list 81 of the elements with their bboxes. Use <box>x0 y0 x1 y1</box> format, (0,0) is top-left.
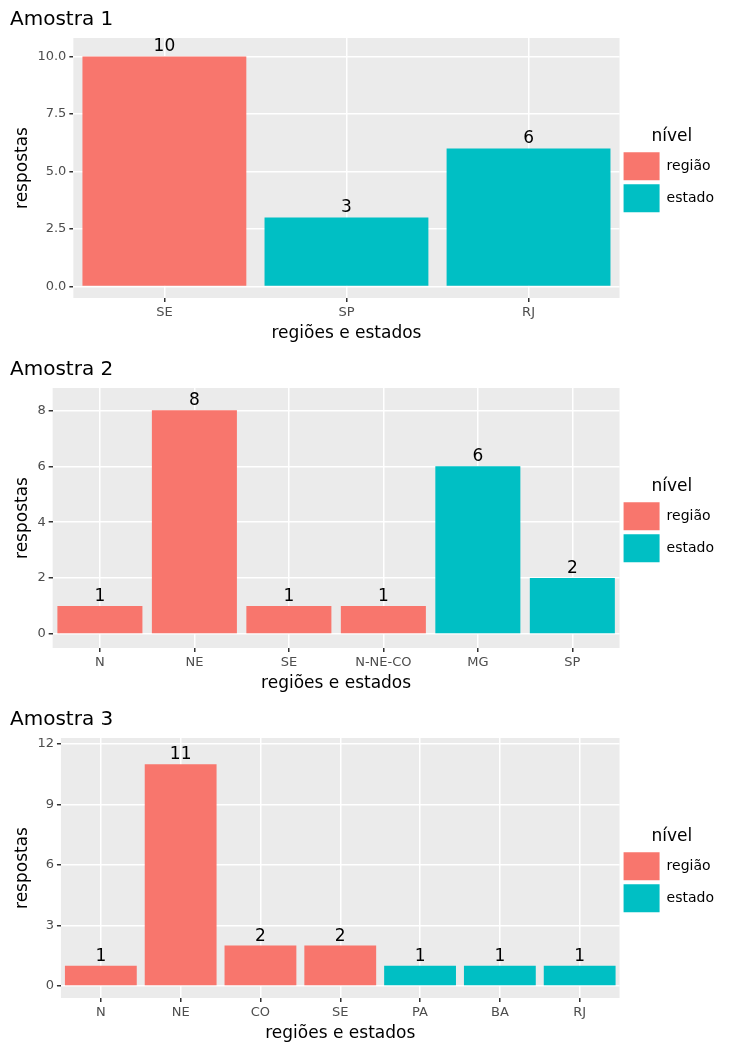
bar <box>246 606 332 634</box>
bar <box>543 965 616 986</box>
x-axis-title: regiões e estados <box>265 1022 416 1043</box>
bar <box>529 578 615 634</box>
data-label: 1 <box>95 944 107 965</box>
y-tick-label: 4 <box>37 513 46 529</box>
y-tick-label: 9 <box>45 795 54 811</box>
y-axis-title: respostas <box>10 126 31 209</box>
data-label: 6 <box>523 127 534 148</box>
data-label: 2 <box>255 924 266 945</box>
data-label: 1 <box>414 944 426 965</box>
x-axis-title: regiões e estados <box>261 672 412 693</box>
y-tick-label: 0 <box>37 625 46 641</box>
data-label: 8 <box>188 389 200 410</box>
legend-label: estado <box>666 188 715 205</box>
x-tick-label: BA <box>490 1004 509 1020</box>
data-label: 1 <box>574 944 586 965</box>
x-tick-label: SE <box>332 1004 349 1020</box>
x-tick-label: N <box>95 654 105 670</box>
x-tick-label: NE <box>185 654 204 670</box>
y-tick-label: 0 <box>45 977 54 993</box>
x-tick-label: SP <box>564 654 581 670</box>
x-tick-label: N-NE-CO <box>355 654 412 670</box>
x-tick-label: NE <box>171 1004 190 1020</box>
bar <box>446 148 611 286</box>
y-axis-title: respostas <box>10 826 31 909</box>
chart-title: Amostra 2 <box>10 356 114 381</box>
data-label: 6 <box>472 445 484 466</box>
y-tick-label: 0.0 <box>45 277 67 293</box>
legend-label: região <box>666 856 711 873</box>
x-tick-label: PA <box>412 1004 429 1020</box>
bar <box>57 606 143 634</box>
legend-label: estado <box>666 888 715 905</box>
y-tick-label: 5.0 <box>45 162 67 178</box>
x-tick-label: SP <box>338 304 355 320</box>
legend-title: nível <box>651 824 693 845</box>
y-tick-label: 12 <box>37 735 54 751</box>
data-label: 1 <box>377 584 389 605</box>
bar <box>64 965 137 986</box>
data-label: 1 <box>94 584 106 605</box>
legend-label: região <box>666 156 711 173</box>
bar <box>151 410 237 634</box>
data-label: 11 <box>169 743 192 764</box>
y-tick-label: 10.0 <box>37 47 67 63</box>
bar <box>384 965 456 986</box>
legend-label: estado <box>666 538 715 555</box>
bar <box>340 606 426 634</box>
y-tick-label: 6 <box>37 457 46 473</box>
y-axis-title: respostas <box>10 476 31 559</box>
bar <box>82 56 247 286</box>
chart-title: Amostra 3 <box>10 706 114 731</box>
x-tick-label: SE <box>280 654 298 670</box>
x-tick-label: RJ <box>573 1004 587 1020</box>
x-tick-label: SE <box>156 304 173 320</box>
y-tick-label: 2 <box>37 569 46 585</box>
y-tick-label: 3 <box>45 916 54 932</box>
data-label: 3 <box>341 196 352 217</box>
bar <box>304 945 377 986</box>
x-tick-label: CO <box>250 1004 271 1020</box>
legend-title: nível <box>651 474 693 495</box>
bar <box>435 466 521 634</box>
legend-label: região <box>666 506 711 523</box>
data-label: 2 <box>334 924 346 945</box>
bar <box>463 965 536 986</box>
chart-title: Amostra 1 <box>10 6 114 31</box>
x-tick-label: N <box>95 1004 106 1020</box>
bar <box>144 764 217 986</box>
data-label: 1 <box>283 584 295 605</box>
y-tick-label: 8 <box>37 401 46 417</box>
x-axis-title: regiões e estados <box>271 322 422 343</box>
y-tick-label: 7.5 <box>45 105 67 121</box>
y-tick-label: 2.5 <box>45 220 67 236</box>
y-tick-label: 6 <box>45 856 54 872</box>
data-label: 10 <box>153 35 176 56</box>
bar <box>264 217 429 286</box>
legend-title: nível <box>651 124 693 145</box>
data-label: 1 <box>494 944 506 965</box>
x-tick-label: MG <box>467 654 489 670</box>
x-tick-label: RJ <box>522 304 535 320</box>
bar <box>224 945 297 986</box>
data-label: 2 <box>566 557 578 578</box>
